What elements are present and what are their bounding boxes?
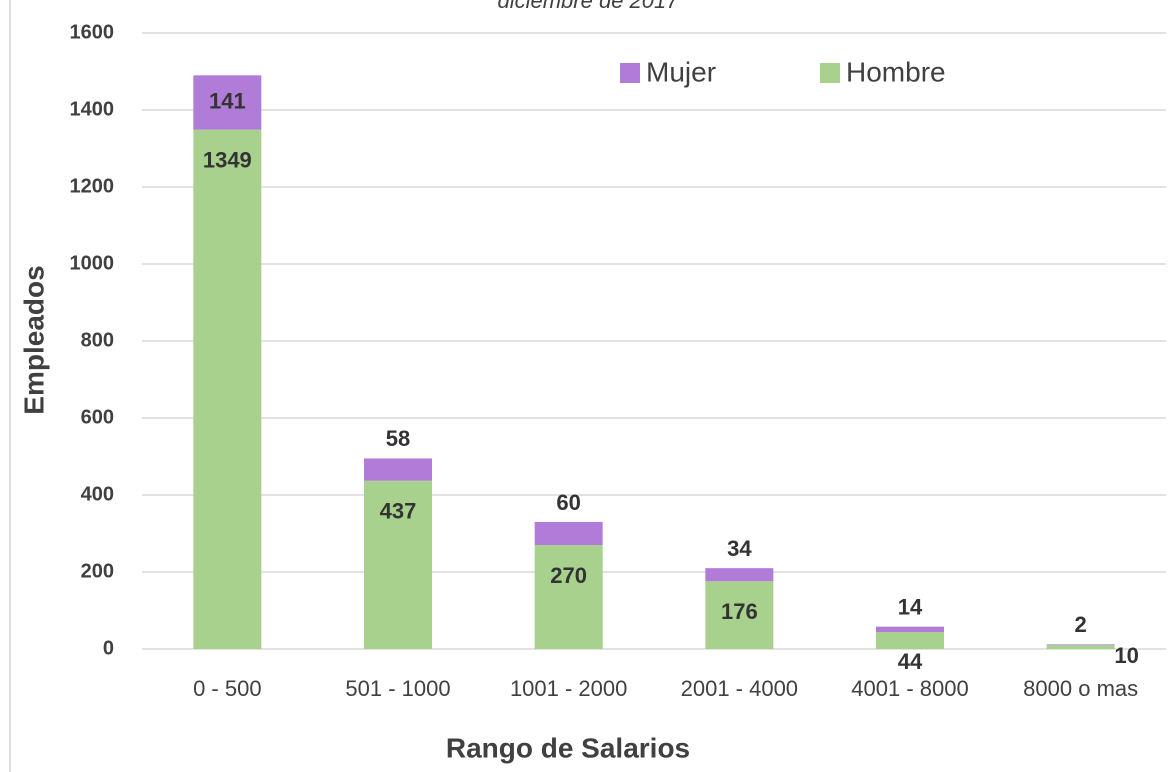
data-label: 176 (721, 599, 758, 624)
data-label: 141 (209, 88, 246, 113)
legend-swatch (820, 63, 840, 83)
y-tick-label: 600 (81, 406, 114, 428)
data-label: 14 (898, 594, 923, 619)
y-tick-label: 0 (103, 637, 114, 659)
bar-segment (193, 129, 262, 649)
y-axis-label: Empleados (18, 265, 49, 414)
data-label: 58 (386, 426, 410, 451)
bar-segment (534, 521, 603, 546)
y-tick-label: 1000 (70, 252, 115, 274)
bar-segment (534, 545, 603, 649)
data-label: 44 (898, 649, 923, 674)
x-tick-label: 501 - 1000 (345, 676, 450, 701)
data-label: 2 (1075, 612, 1087, 637)
data-label: 10 (1114, 643, 1138, 668)
bar-segment (876, 626, 944, 633)
chart-frame (9, 0, 11, 772)
bar-segment (1046, 645, 1115, 649)
legend-swatch (620, 63, 640, 83)
data-label: 34 (727, 536, 752, 561)
x-tick-label: 0 - 500 (193, 676, 262, 701)
data-label: 270 (550, 563, 587, 588)
bar-segment (1046, 644, 1115, 646)
data-label: 437 (380, 499, 417, 524)
bar-segment (193, 75, 262, 130)
data-label: 60 (556, 490, 580, 515)
data-label: 1349 (203, 147, 252, 172)
bar-segment (705, 581, 774, 649)
x-axis-label: Rango de Salarios (446, 732, 690, 763)
bar-segment (705, 568, 774, 582)
x-tick-label: 2001 - 4000 (681, 676, 798, 701)
y-tick-label: 800 (81, 329, 114, 351)
y-tick-label: 400 (81, 483, 114, 505)
chart-title: diciembre de 2017 (497, 0, 679, 13)
y-tick-label: 1400 (70, 98, 115, 120)
bar-segment (364, 480, 432, 649)
bar-segment (364, 458, 432, 481)
x-tick-label: 4001 - 8000 (851, 676, 968, 701)
legend-label: Mujer (646, 56, 716, 87)
x-tick-label: 1001 - 2000 (510, 676, 627, 701)
y-tick-label: 200 (81, 560, 114, 582)
y-tick-label: 1600 (70, 21, 115, 43)
x-tick-label: 8000 o mas (1023, 676, 1138, 701)
legend-label: Hombre (846, 56, 946, 87)
bar-segment (876, 632, 944, 649)
y-tick-label: 1200 (70, 175, 115, 197)
